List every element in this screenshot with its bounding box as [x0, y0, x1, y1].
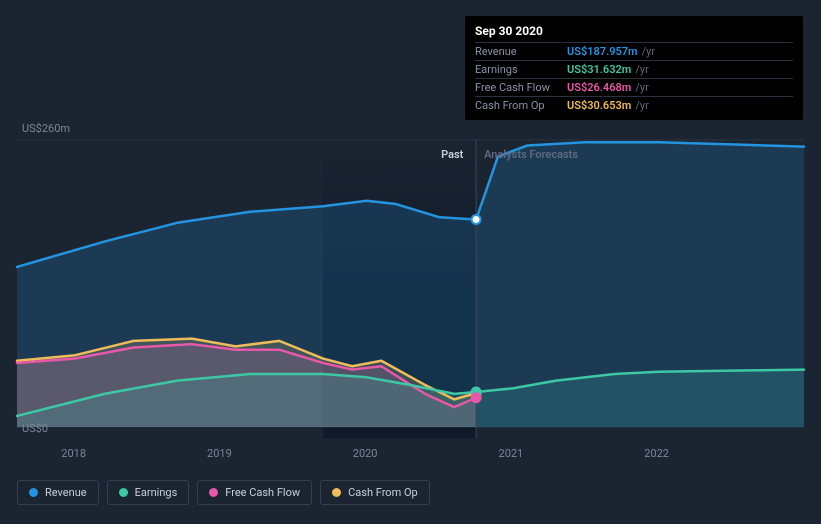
tooltip-row-unit: /yr — [635, 63, 648, 76]
legend-label: Free Cash Flow — [225, 486, 300, 499]
tooltip-row-unit: /yr — [642, 45, 655, 58]
chart-tooltip: Sep 30 2020 RevenueUS$187.957m/yrEarning… — [465, 16, 803, 120]
legend-revenue[interactable]: Revenue — [17, 480, 99, 505]
y-tick-max: US$260m — [22, 122, 70, 135]
legend-label: Revenue — [45, 486, 87, 499]
tooltip-row-earnings: EarningsUS$31.632m/yr — [475, 60, 793, 78]
legend-swatch-icon — [209, 488, 218, 497]
tooltip-date: Sep 30 2020 — [475, 24, 793, 38]
x-tick-2019: 2019 — [207, 447, 232, 460]
x-tick-2020: 2020 — [353, 447, 378, 460]
tooltip-row-revenue: RevenueUS$187.957m/yr — [475, 42, 793, 60]
legend-swatch-icon — [29, 488, 38, 497]
x-tick-2022: 2022 — [644, 447, 669, 460]
tooltip-row-label: Free Cash Flow — [475, 81, 567, 94]
x-tick-2018: 2018 — [61, 447, 86, 460]
chart-legend: Revenue Earnings Free Cash Flow Cash From O… — [17, 480, 430, 505]
legend-label: Earnings — [135, 486, 178, 499]
tooltip-row-label: Revenue — [475, 45, 567, 58]
tooltip-row-value: US$31.632m — [567, 63, 631, 76]
legend-swatch-icon — [119, 488, 128, 497]
legend-cash_from_op[interactable]: Cash From Op — [320, 480, 430, 505]
tooltip-row-unit: /yr — [635, 81, 648, 94]
tooltip-row-value: US$30.653m — [567, 99, 631, 112]
tooltip-row-value: US$187.957m — [567, 45, 638, 58]
legend-earnings[interactable]: Earnings — [107, 480, 190, 505]
tooltip-row-free_cash_flow: Free Cash FlowUS$26.468m/yr — [475, 78, 793, 96]
section-past-label: Past — [441, 148, 463, 161]
section-future-label: Analysts Forecasts — [484, 148, 578, 161]
y-tick-zero: US$0 — [22, 422, 48, 435]
tooltip-row-unit: /yr — [635, 99, 648, 112]
tooltip-row-label: Earnings — [475, 63, 567, 76]
x-tick-2021: 2021 — [499, 447, 524, 460]
legend-swatch-icon — [332, 488, 341, 497]
legend-free_cash_flow[interactable]: Free Cash Flow — [197, 480, 312, 505]
legend-label: Cash From Op — [348, 486, 418, 499]
tooltip-row-label: Cash From Op — [475, 99, 567, 112]
tooltip-row-cash_from_op: Cash From OpUS$30.653m/yr — [475, 96, 793, 114]
tooltip-row-value: US$26.468m — [567, 81, 631, 94]
financial-chart[interactable]: US$260m US$0 2018 2019 2020 2021 2022 Past A… — [0, 0, 821, 524]
